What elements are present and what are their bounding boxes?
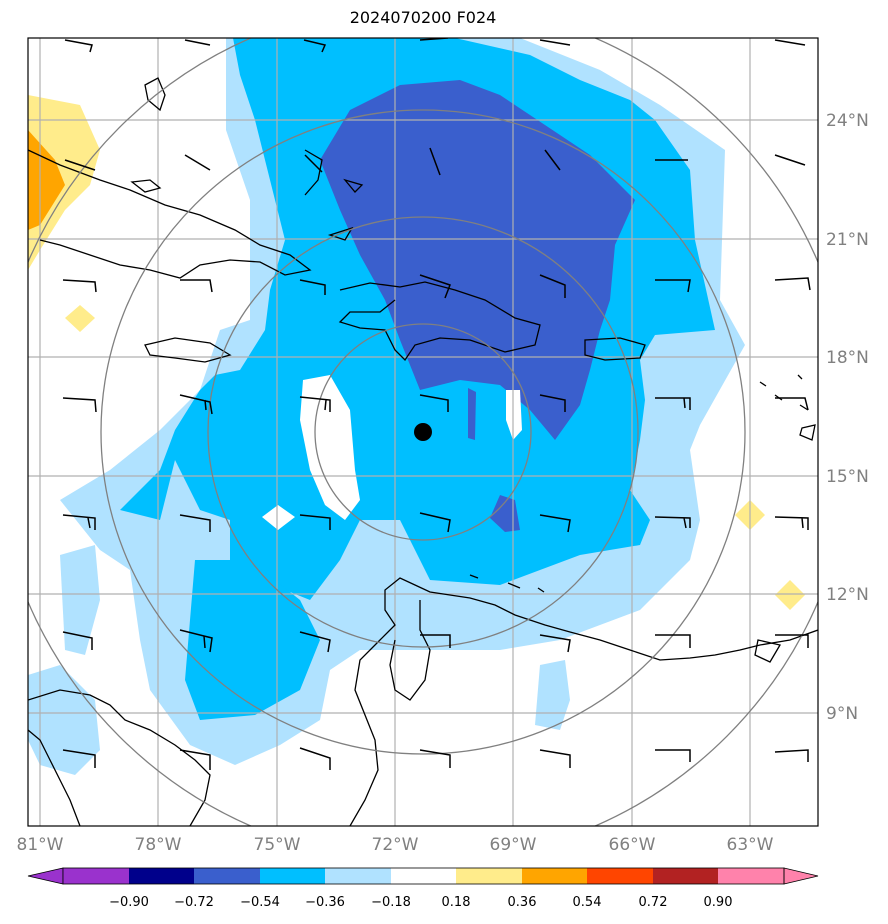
lon-label: 75°W [254,835,301,855]
range-rings [28,38,818,826]
colorbar-tick-label: −0.90 [109,895,149,910]
storm-center-marker [414,423,432,441]
lat-label: 9°N [826,704,858,724]
map-frame [27,37,819,827]
lon-label: 69°W [490,835,537,855]
lat-label: 24°N [826,111,869,131]
colorbar-segment [391,868,456,884]
colorbar-segment [456,868,522,884]
lon-label: 72°W [372,835,419,855]
lon-label: 78°W [135,835,182,855]
longitude-labels: 81°W 78°W 75°W 72°W 69°W 66°W 63°W [17,835,774,855]
colorbar-tick-label: 0.54 [573,895,602,910]
colorbar-segment [522,868,587,884]
colorbar-segment [129,868,194,884]
colorbar-tick-label: 0.18 [442,895,471,910]
colorbar-segment [260,868,325,884]
colorbar-tick-label: 0.90 [704,895,733,910]
colorbar-segment [63,868,129,884]
lon-label: 66°W [609,835,656,855]
colorbar-tick-label: 0.72 [639,895,668,910]
colorbar-segment [325,868,391,884]
map-title: 2024070200 F024 [349,8,497,27]
colorbar-tick-label: −0.72 [174,895,214,910]
coastlines [28,77,818,826]
colorbar-segment [194,868,260,884]
lat-label: 21°N [826,230,869,250]
colorbar-segment [587,868,653,884]
contour-fill-neutral [262,375,522,530]
wind-barbs [62,38,811,770]
colorbar-segment [653,868,718,884]
colorbar-tick-label: −0.36 [305,895,345,910]
colorbar-extend-high [783,867,819,885]
colorbar-tick-label: 0.36 [508,895,537,910]
colorbar-tick-label: −0.54 [240,895,280,910]
colorbar: −0.90 −0.72 −0.54 −0.36 −0.18 0.18 0.36 … [27,867,819,910]
graticule [28,38,818,826]
map-plot-area [28,38,818,826]
colorbar-segment [718,868,784,884]
lat-label: 15°N [826,467,869,487]
colorbar-tick-label: −0.18 [371,895,411,910]
lon-label: 63°W [727,835,774,855]
latitude-labels: 24°N 21°N 18°N 15°N 12°N 9°N [826,111,869,724]
lon-label: 81°W [17,835,64,855]
colorbar-extend-low [27,867,64,885]
colorbar-outline [62,867,785,885]
lat-label: 12°N [826,585,869,605]
lat-label: 18°N [826,348,869,368]
